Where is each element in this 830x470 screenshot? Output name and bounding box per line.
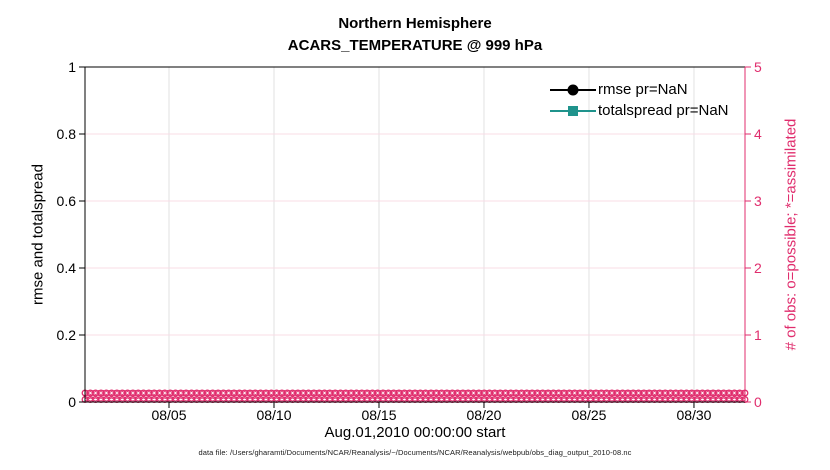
axes-border — [84, 66, 746, 403]
y-right-tick-label: 0 — [754, 394, 762, 410]
y-right-tick-label: 3 — [754, 193, 762, 209]
y-left-tick-label: 1 — [68, 59, 76, 75]
x-tick-label: 08/20 — [466, 407, 502, 423]
rmse-line-marker-icon — [550, 84, 596, 96]
y-right-tick-label: 1 — [754, 327, 762, 343]
y-right-tick-label: 2 — [754, 260, 762, 276]
x-tick-label: 08/25 — [571, 407, 607, 423]
x-tick-label: 08/15 — [361, 407, 397, 423]
y-left-tick-label: 0.8 — [56, 126, 76, 142]
data-file-caption: data file: /Users/gharamti/Documents/NCA… — [198, 448, 632, 457]
y-left-tick-label: 0.6 — [56, 193, 76, 209]
y-left-tick-label: 0.4 — [56, 260, 76, 276]
y-left-tick-label: 0.2 — [56, 327, 76, 343]
plot-titles: Northern Hemisphere ACARS_TEMPERATURE @ … — [0, 13, 830, 57]
tick-marks — [79, 66, 751, 408]
right-axis-label: # of obs: o=possible; *=assimilated — [782, 118, 800, 350]
x-tick-label: 08/30 — [676, 407, 712, 423]
legend: rmse pr=NaN totalspread pr=NaN — [550, 79, 729, 121]
plot-title: Northern Hemisphere — [338, 15, 492, 32]
gridlines — [85, 67, 745, 402]
x-axis-label: Aug.01,2010 00:00:00 start — [324, 424, 506, 441]
y-right-tick-label: 4 — [754, 126, 762, 142]
legend-label-totalspread: totalspread pr=NaN — [598, 102, 729, 119]
x-tick-label: 08/05 — [151, 407, 187, 423]
legend-label-rmse: rmse pr=NaN — [598, 81, 688, 98]
y-right-tick-label: 5 — [754, 59, 762, 75]
x-tick-label: 08/10 — [256, 407, 292, 423]
left-axis-label: rmse and totalspread — [29, 163, 47, 305]
y-left-tick-label: 0 — [68, 394, 76, 410]
legend-item-rmse: rmse pr=NaN — [550, 79, 729, 100]
totalspread-line-marker-icon — [550, 105, 596, 117]
legend-item-totalspread: totalspread pr=NaN — [550, 100, 729, 121]
obs-count-markers — [81, 389, 749, 403]
plot-subtitle: ACARS_TEMPERATURE @ 999 hPa — [287, 37, 543, 54]
